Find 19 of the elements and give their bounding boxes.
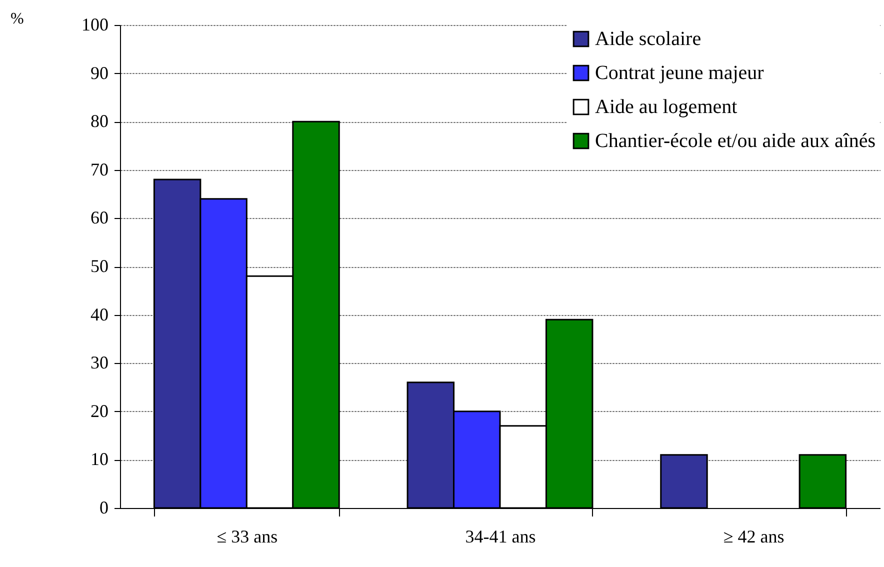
y-tick-label: 20 — [90, 400, 108, 421]
x-tick-label: ≤ 33 ans — [216, 526, 278, 546]
legend-label: Contrat jeune majeur — [595, 62, 764, 84]
y-tick-label: 30 — [90, 352, 108, 373]
y-tick-label: 90 — [90, 62, 108, 83]
legend-label: Chantier-école et/ou aide aux aînés — [595, 130, 876, 152]
y-tick-label: 70 — [90, 159, 108, 180]
legend-label: Aide au logement — [595, 96, 738, 118]
y-tick-label: 10 — [90, 449, 108, 470]
y-tick-label: 0 — [100, 498, 108, 518]
x-tick-label: ≥ 42 ans — [723, 526, 784, 546]
y-tick-label: 50 — [90, 256, 108, 276]
y-tick-label: 80 — [90, 111, 108, 132]
y-tick-label: 100 — [82, 14, 108, 34]
y-tick-label: 40 — [90, 304, 108, 324]
legend-label: Aide scolaire — [595, 28, 702, 50]
x-tick-label: 34-41 ans — [465, 526, 536, 546]
y-tick-label: 60 — [90, 208, 108, 228]
y-axis-title: % — [10, 10, 24, 28]
